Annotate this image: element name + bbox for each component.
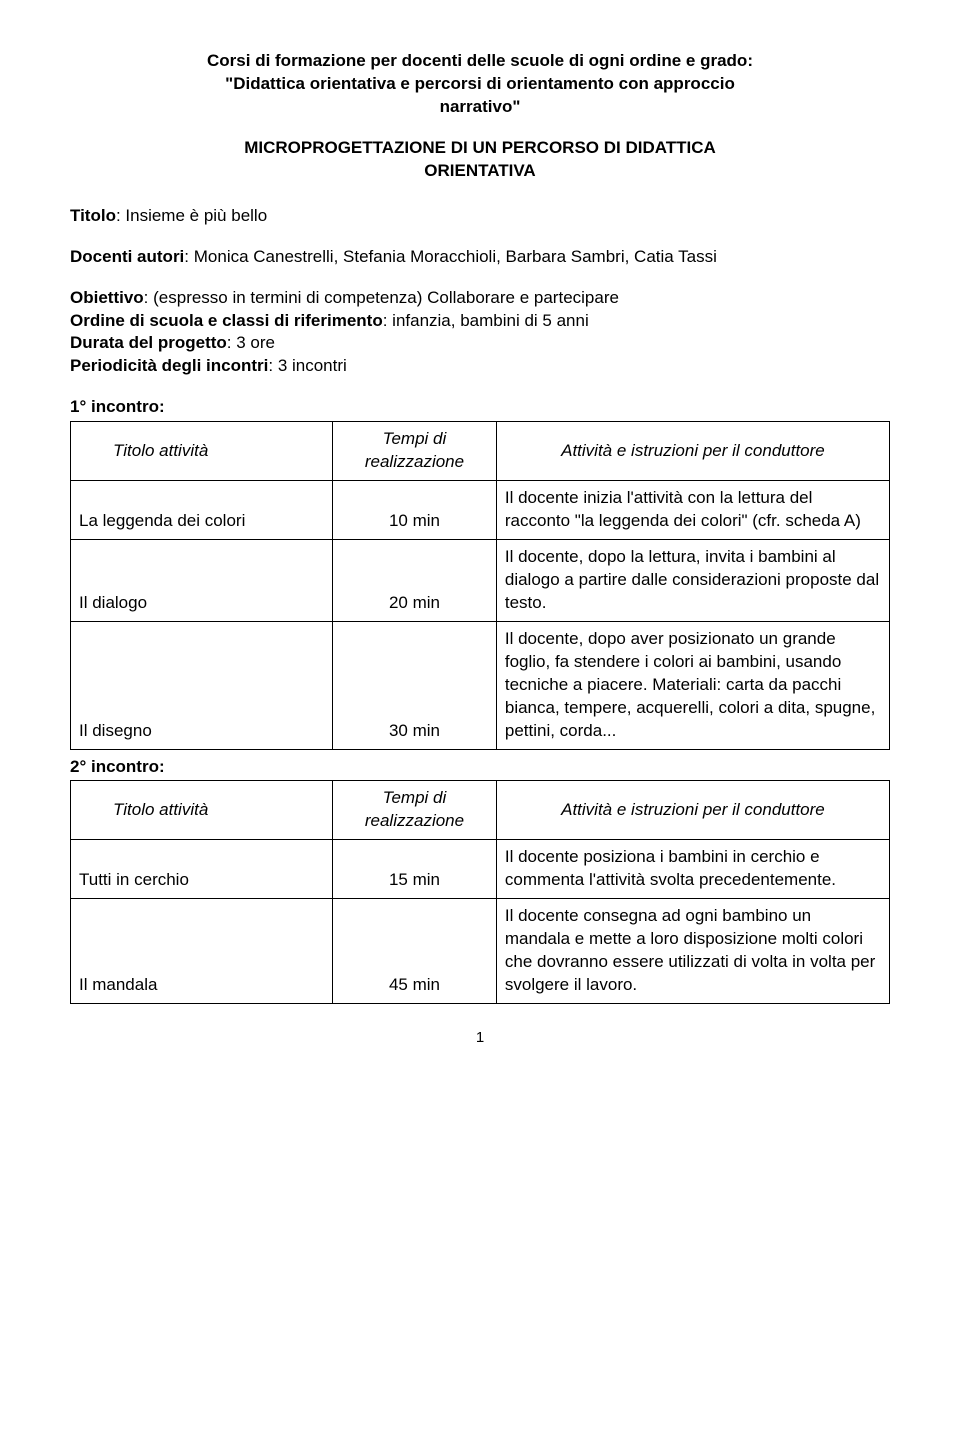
durata-value: : 3 ore [227,333,275,352]
table-row: Tutti in cerchio 15 min Il docente posiz… [71,840,890,899]
row-titolo: Tutti in cerchio [71,840,333,899]
incontro1-heading: 1° incontro: [70,396,890,419]
row-tempo: 20 min [333,540,497,622]
row-tempo: 30 min [333,621,497,749]
docenti-label: Docenti autori [70,247,184,266]
col2-header: Tempi di realizzazione [333,422,497,481]
subtitle: MICROPROGETTAZIONE DI UN PERCORSO DI DID… [70,137,890,183]
header-line3: narrativo" [70,96,890,119]
col1-header: Titolo attività [71,422,333,481]
row-tempo: 45 min [333,899,497,1004]
table-row: Il disegno 30 min Il docente, dopo aver … [71,621,890,749]
ordine-label: Ordine di scuola e classi di riferimento [70,311,383,330]
col2-header: Tempi di realizzazione [333,781,497,840]
row-tempo: 10 min [333,481,497,540]
titolo-field: Titolo: Insieme è più bello [70,205,890,228]
col3-header: Attività e istruzioni per il conduttore [496,422,889,481]
row-attivita: Il docente posiziona i bambini in cerchi… [496,840,889,899]
docenti-field: Docenti autori: Monica Canestrelli, Stef… [70,246,890,269]
ordine-field: Ordine di scuola e classi di riferimento… [70,310,890,333]
incontro2-heading: 2° incontro: [70,756,890,779]
table-row: La leggenda dei colori 10 min Il docente… [71,481,890,540]
titolo-value: : Insieme è più bello [116,206,267,225]
row-titolo: Il dialogo [71,540,333,622]
ordine-value: : infanzia, bambini di 5 anni [383,311,589,330]
table-header-row: Titolo attività Tempi di realizzazione A… [71,781,890,840]
row-attivita: Il docente consegna ad ogni bambino un m… [496,899,889,1004]
row-attivita: Il docente, dopo aver posizionato un gra… [496,621,889,749]
subtitle-line1: MICROPROGETTAZIONE DI UN PERCORSO DI DID… [70,137,890,160]
titolo-label: Titolo [70,206,116,225]
periodicita-field: Periodicità degli incontri: 3 incontri [70,355,890,378]
obiettivo-field: Obiettivo: (espresso in termini di compe… [70,287,890,310]
header-line2: "Didattica orientativa e percorsi di ori… [70,73,890,96]
obiettivo-value: : (espresso in termini di competenza) Co… [144,288,619,307]
periodicita-label: Periodicità degli incontri [70,356,268,375]
docenti-value: : Monica Canestrelli, Stefania Moracchio… [184,247,717,266]
header-line1: Corsi di formazione per docenti delle sc… [70,50,890,73]
row-attivita: Il docente, dopo la lettura, invita i ba… [496,540,889,622]
obiettivo-label: Obiettivo [70,288,144,307]
row-titolo: Il mandala [71,899,333,1004]
table-row: Il mandala 45 min Il docente consegna ad… [71,899,890,1004]
durata-field: Durata del progetto: 3 ore [70,332,890,355]
subtitle-line2: ORIENTATIVA [70,160,890,183]
header-title: Corsi di formazione per docenti delle sc… [70,50,890,119]
table-row: Il dialogo 20 min Il docente, dopo la le… [71,540,890,622]
incontro1-table: Titolo attività Tempi di realizzazione A… [70,421,890,749]
col1-header: Titolo attività [71,781,333,840]
page-number: 1 [70,1028,890,1048]
row-attivita: Il docente inizia l'attività con la lett… [496,481,889,540]
periodicita-value: : 3 incontri [268,356,346,375]
table-header-row: Titolo attività Tempi di realizzazione A… [71,422,890,481]
row-tempo: 15 min [333,840,497,899]
row-titolo: La leggenda dei colori [71,481,333,540]
row-titolo: Il disegno [71,621,333,749]
durata-label: Durata del progetto [70,333,227,352]
col3-header: Attività e istruzioni per il conduttore [496,781,889,840]
incontro2-table: Titolo attività Tempi di realizzazione A… [70,780,890,1004]
